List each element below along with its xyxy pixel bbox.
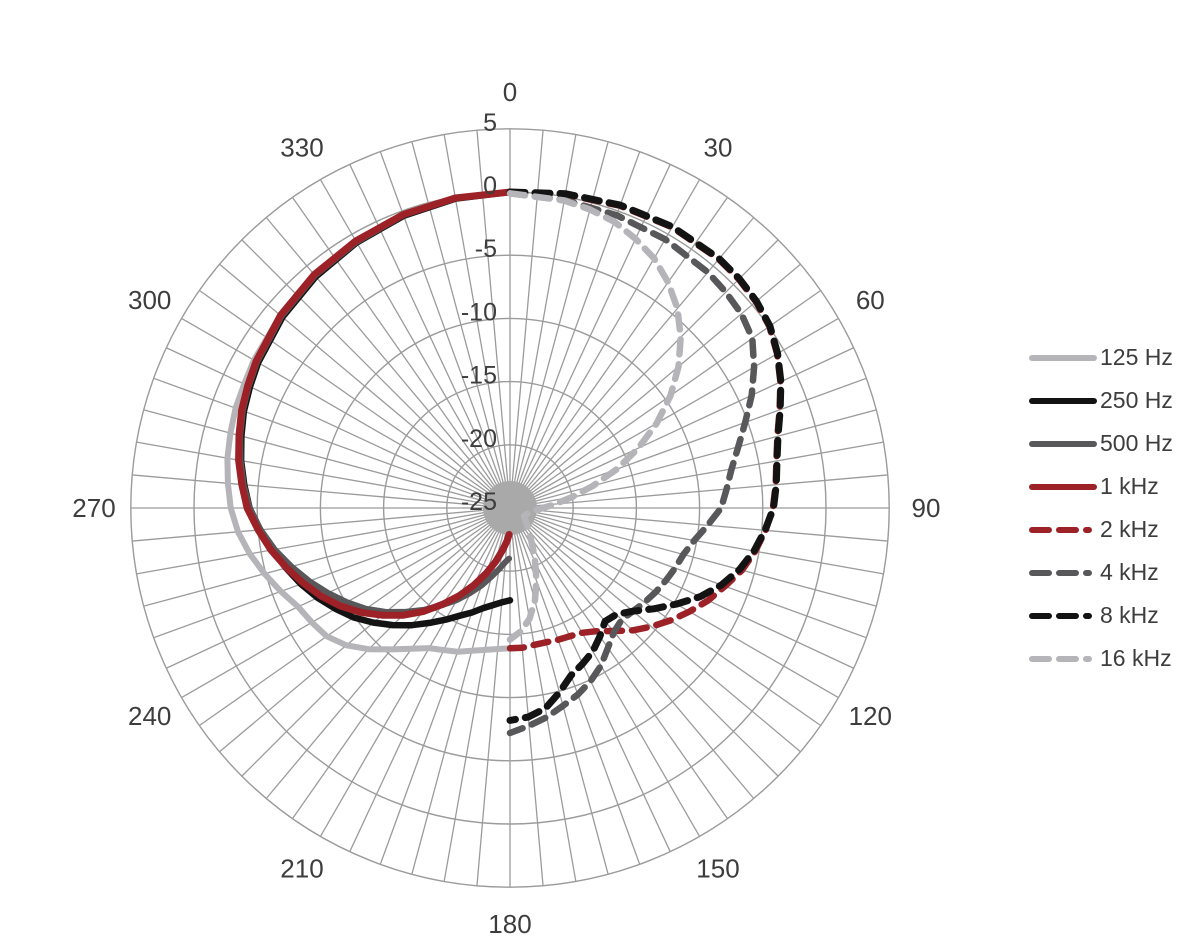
curve-125-hz: [224, 189, 513, 655]
angle-label: 300: [128, 285, 171, 315]
angle-label: 240: [128, 701, 171, 731]
legend-label: 2 kHz: [1100, 516, 1159, 542]
legend-item: 500 Hz: [1028, 422, 1173, 465]
angle-label: 30: [704, 133, 733, 163]
angle-label: 210: [280, 853, 323, 883]
legend-item: 2 kHz: [1028, 508, 1173, 551]
legend-line-sample: [1029, 354, 1097, 361]
angle-labels: 0 30 60 90 120 150 180 210 240 270 300 330: [72, 77, 940, 939]
curve-1-khz: [235, 188, 514, 619]
curve-4-khz: [506, 190, 758, 737]
angle-label: 150: [696, 853, 739, 883]
radial-tick-label: -20: [461, 425, 497, 453]
radial-tick-label: 5: [483, 109, 497, 137]
legend-item: 125 Hz: [1028, 336, 1173, 379]
angle-label: 90: [912, 493, 941, 523]
legend-item: 250 Hz: [1028, 379, 1173, 422]
legend-item: 1 kHz: [1028, 465, 1173, 508]
legend-item: 8 kHz: [1028, 594, 1173, 637]
legend-label: 4 kHz: [1100, 559, 1159, 585]
legend-item: 16 kHz: [1028, 637, 1173, 680]
series-curves: [224, 188, 785, 737]
grid-rings: [130, 128, 890, 888]
legend-label: 250 Hz: [1100, 387, 1173, 413]
legend-item: 4 kHz: [1028, 551, 1173, 594]
angle-label: 330: [280, 133, 323, 163]
legend-label: 16 kHz: [1100, 645, 1172, 671]
radial-tick-label: 0: [483, 172, 497, 200]
legend-label: 125 Hz: [1100, 344, 1173, 370]
curve-16-khz: [506, 190, 684, 643]
legend-line-sample: [1029, 440, 1097, 447]
legend-line-sample: [1029, 655, 1097, 662]
legend-label: 1 kHz: [1100, 473, 1159, 499]
legend-line-sample: [1029, 569, 1097, 576]
radial-tick-label: -25: [461, 488, 497, 516]
legend-line-sample: [1029, 526, 1097, 533]
radial-tick-label: -10: [461, 298, 497, 326]
radial-tick-label: -15: [461, 362, 497, 390]
legend-label: 500 Hz: [1100, 430, 1173, 456]
radial-labels: 5 0 -5 -10 -15 -20 -25: [461, 109, 497, 516]
legend-label: 8 kHz: [1100, 602, 1159, 628]
angle-label: 180: [488, 909, 531, 939]
chart-legend: 125 Hz 250 Hz 500 Hz 1 kHz 2 kHz 4 kHz 8 kHz 16…: [1028, 336, 1173, 680]
curve-8-khz: [506, 188, 785, 724]
angle-label: 120: [849, 701, 892, 731]
legend-line-sample: [1029, 483, 1097, 490]
angle-label: 270: [72, 493, 115, 523]
legend-line-sample: [1029, 612, 1097, 619]
legend-line-sample: [1029, 397, 1097, 404]
angle-label: 60: [856, 285, 885, 315]
radial-tick-label: -5: [475, 235, 497, 263]
angle-label: 0: [503, 77, 517, 107]
